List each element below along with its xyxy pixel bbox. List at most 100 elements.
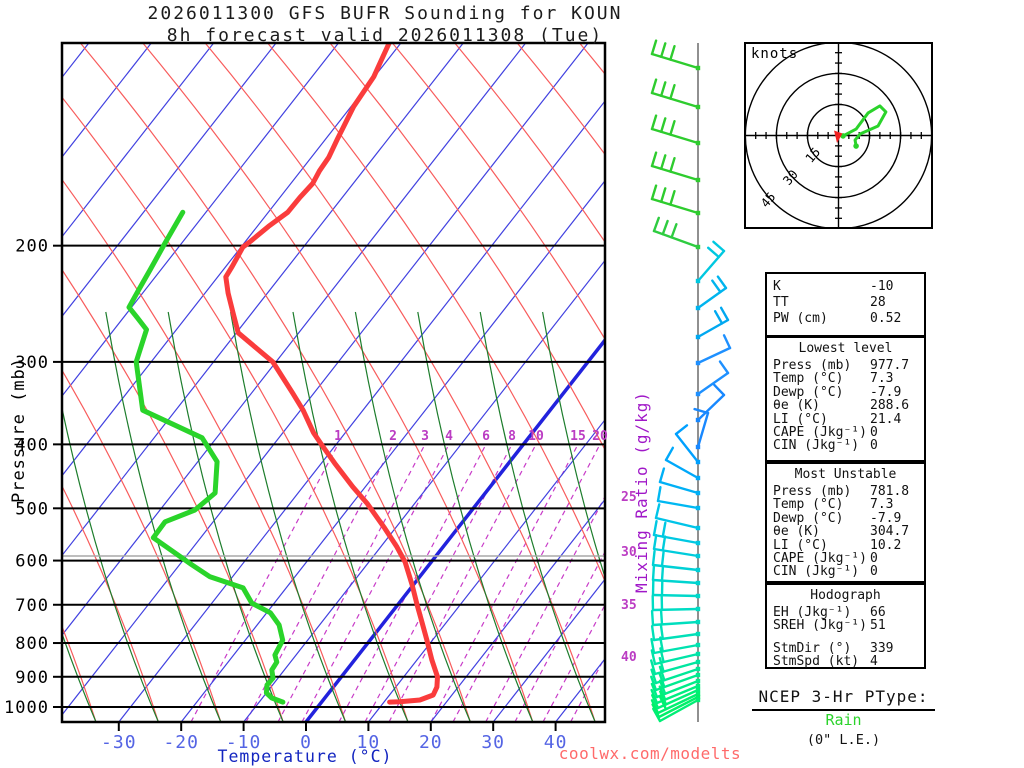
wind-barb <box>693 407 710 450</box>
wind-barb <box>656 486 701 511</box>
table-row-value: 781.8 <box>870 484 910 499</box>
isotherm-line <box>243 259 605 722</box>
moist-adiabat-line <box>62 405 159 722</box>
table-section-header: Lowest level <box>798 341 893 356</box>
barb-tick <box>669 190 676 206</box>
temperature-tick-label: -10 <box>226 732 262 753</box>
mixing-ratio-line <box>542 603 605 722</box>
barb-tick <box>659 623 664 640</box>
isotherm-line <box>62 43 402 477</box>
barb-tick <box>660 81 667 98</box>
barb-tick <box>661 219 669 236</box>
barb-staff <box>696 286 728 310</box>
table-row: Dewp (°C) -7.9 <box>773 510 924 526</box>
mixing-ratio-line <box>277 444 426 722</box>
isotherm-line <box>62 43 464 557</box>
pressure-axis-label: Pressure (mb) <box>9 357 29 503</box>
wind-barb <box>652 520 701 546</box>
mixing-ratio-value-label: 1 <box>334 429 342 444</box>
barb-station-dot <box>695 360 701 366</box>
barb-tick <box>713 383 726 397</box>
wind-barb <box>651 564 701 586</box>
moist-adiabat-line <box>354 311 471 722</box>
barb-tick <box>654 503 661 520</box>
table-row-value: 4 <box>870 654 878 670</box>
barb-tick <box>660 117 667 134</box>
wind-barb <box>652 216 701 250</box>
plot-border <box>60 41 607 724</box>
table-row: CIN (Jkg⁻¹) 0 <box>773 439 924 453</box>
barb-tick <box>658 685 667 701</box>
mixing-ratio-value-label: 20 <box>592 429 608 444</box>
lowest-level-table: Lowest level Press (mb) 977.7 Temp (°C) 7.3 D… <box>765 336 926 462</box>
barb-staff <box>650 52 700 70</box>
barb-tick <box>650 624 656 642</box>
hodograph-ring-label: 30 <box>780 167 801 188</box>
barb-staff <box>654 516 700 530</box>
moist-adiabat-line <box>105 311 222 722</box>
barb-tick <box>658 467 666 484</box>
barb-tick <box>650 39 658 56</box>
table-row-label: K <box>773 279 781 294</box>
barb-tick <box>650 682 659 699</box>
table-row: θe (K) 304.7 <box>773 525 924 539</box>
isotherm-line <box>180 179 605 722</box>
barb-tick <box>664 446 675 462</box>
barb-staff <box>696 249 726 283</box>
table-row: θe (K) 288.6 <box>773 399 924 413</box>
pressure-tick-label: 700 <box>15 596 49 616</box>
barb-tick <box>650 638 656 655</box>
barb-station-dot <box>695 459 701 465</box>
table-row-value: 0 <box>870 551 878 567</box>
dry-adiabat-line <box>454 43 605 244</box>
mixing-ratio-value-label: 4 <box>445 429 453 444</box>
barb-tick <box>659 647 665 664</box>
table-row: EH (Jkg⁻¹) 66 <box>773 606 924 620</box>
barb-tick <box>650 668 658 685</box>
table-row: LI (°C) 21.4 <box>773 412 924 426</box>
barb-station-dot <box>695 444 701 450</box>
barb-tick <box>712 240 726 253</box>
barb-tick <box>658 656 665 673</box>
barb-tick <box>652 216 660 233</box>
ptype-value: Rain <box>825 711 862 729</box>
table-section-header: Most Unstable <box>794 467 897 482</box>
most-unstable-table: Most Unstable Press (mb) 781.8 Temp (°C) 7.3… <box>765 462 926 583</box>
barb-tick <box>656 486 662 503</box>
moist-adiabat-line <box>167 311 284 722</box>
pressure-tick-label: 500 <box>15 499 49 519</box>
table-row: StmSpd (kt) 4 <box>773 654 924 670</box>
barb-staff <box>652 533 700 545</box>
moist-adiabat-line <box>292 311 409 722</box>
table-row-value: 339 <box>870 640 894 656</box>
mixing-ratio-line <box>514 550 605 722</box>
table-row-value: 7.3 <box>870 497 894 513</box>
wind-barb <box>695 275 728 311</box>
barb-staff <box>656 499 700 510</box>
barb-station-dot <box>695 177 701 183</box>
barb-station-dot <box>695 631 701 637</box>
table-row-label: SREH (Jkg⁻¹) <box>773 618 867 634</box>
isotherm-line <box>492 578 605 722</box>
dry-adiabat-line <box>79 43 471 722</box>
barb-tick <box>674 424 689 436</box>
table-row: Temp (°C) 7.3 <box>773 497 924 513</box>
mixing-ratio-line <box>430 444 579 722</box>
isotherm-line <box>62 43 277 318</box>
barb-station-dot <box>695 417 701 423</box>
table-row: StmDir (°) 339 <box>773 640 924 656</box>
table-row: PW (cm) 0.52 <box>773 311 924 327</box>
mixing-ratio-line <box>301 444 450 722</box>
wind-barb <box>695 240 726 284</box>
mixing-ratio-right-label: 30 <box>621 545 637 560</box>
table-row-value: 0 <box>870 564 878 580</box>
dry-adiabat-line <box>516 43 605 156</box>
table-row-label: LI (°C) <box>773 537 828 553</box>
dewpoint-trace <box>126 209 286 705</box>
isotherm-line <box>304 337 605 722</box>
table-row: SREH (Jkg⁻¹) 51 <box>773 618 924 634</box>
table-row-value: -7.9 <box>870 510 902 526</box>
barb-staff <box>651 563 700 572</box>
storm-motion-marker <box>834 130 843 143</box>
